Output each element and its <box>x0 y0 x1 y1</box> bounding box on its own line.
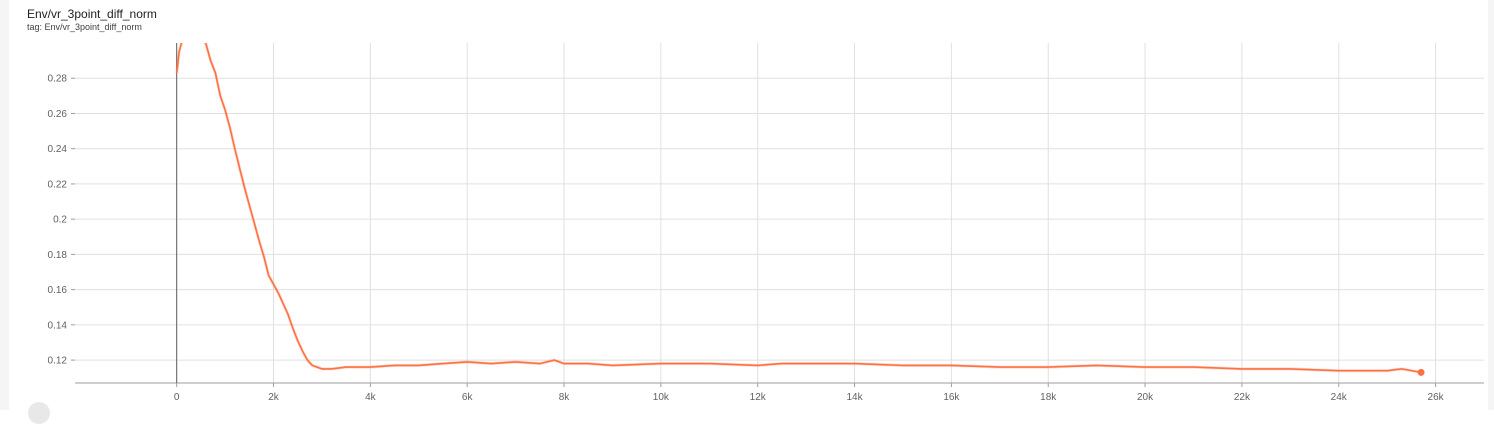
y-tick-label: 0.22 <box>48 179 68 190</box>
x-tick-label: 0 <box>174 392 180 403</box>
chart-title: Env/vr_3point_diff_norm <box>27 7 157 21</box>
right-gutter <box>1488 0 1494 410</box>
x-tick-label: 4k <box>365 392 377 403</box>
x-tick-label: 22k <box>1234 392 1251 403</box>
chart-action-button[interactable] <box>28 402 50 424</box>
x-tick-label: 18k <box>1040 392 1057 403</box>
x-tick-label: 2k <box>268 392 280 403</box>
x-tick-label: 10k <box>653 392 670 403</box>
y-tick-label: 0.16 <box>48 285 68 296</box>
x-tick-label: 24k <box>1331 392 1348 403</box>
x-tick-labels: 0 2k 4k 6k 8k 10k 12k 14k 16k 18k 20k 22k 24k 26k <box>174 392 1445 403</box>
axes <box>71 43 1484 387</box>
chart-tag: tag: Env/vr_3point_diff_norm <box>27 22 142 32</box>
y-tick-label: 0.18 <box>48 250 68 261</box>
y-tick-label: 0.12 <box>48 356 68 367</box>
x-tick-label: 6k <box>462 392 474 403</box>
y-tick-label: 0.24 <box>48 144 68 155</box>
x-tick-label: 16k <box>943 392 960 403</box>
x-tick-label: 12k <box>750 392 767 403</box>
x-tick-label: 20k <box>1137 392 1154 403</box>
series-group <box>175 43 1425 376</box>
series-line-raw <box>175 43 1422 374</box>
series-end-point <box>1417 368 1425 376</box>
y-tick-label: 0.2 <box>53 215 67 226</box>
left-gutter <box>0 0 9 410</box>
x-tick-label: 14k <box>846 392 863 403</box>
x-tick-label: 26k <box>1428 392 1445 403</box>
line-chart[interactable]: 0.12 0.14 0.16 0.18 0.2 0.22 0.24 0.26 0.28 0 2k 4… <box>0 0 1494 410</box>
y-tick-label: 0.26 <box>48 109 68 120</box>
y-tick-labels: 0.12 0.14 0.16 0.18 0.2 0.22 0.24 0.26 0.28 <box>48 74 68 367</box>
x-tick-label: 8k <box>559 392 571 403</box>
series-line <box>175 43 1422 374</box>
y-tick-label: 0.28 <box>48 74 68 85</box>
y-tick-label: 0.14 <box>48 320 68 331</box>
grid-lines <box>75 43 1484 383</box>
